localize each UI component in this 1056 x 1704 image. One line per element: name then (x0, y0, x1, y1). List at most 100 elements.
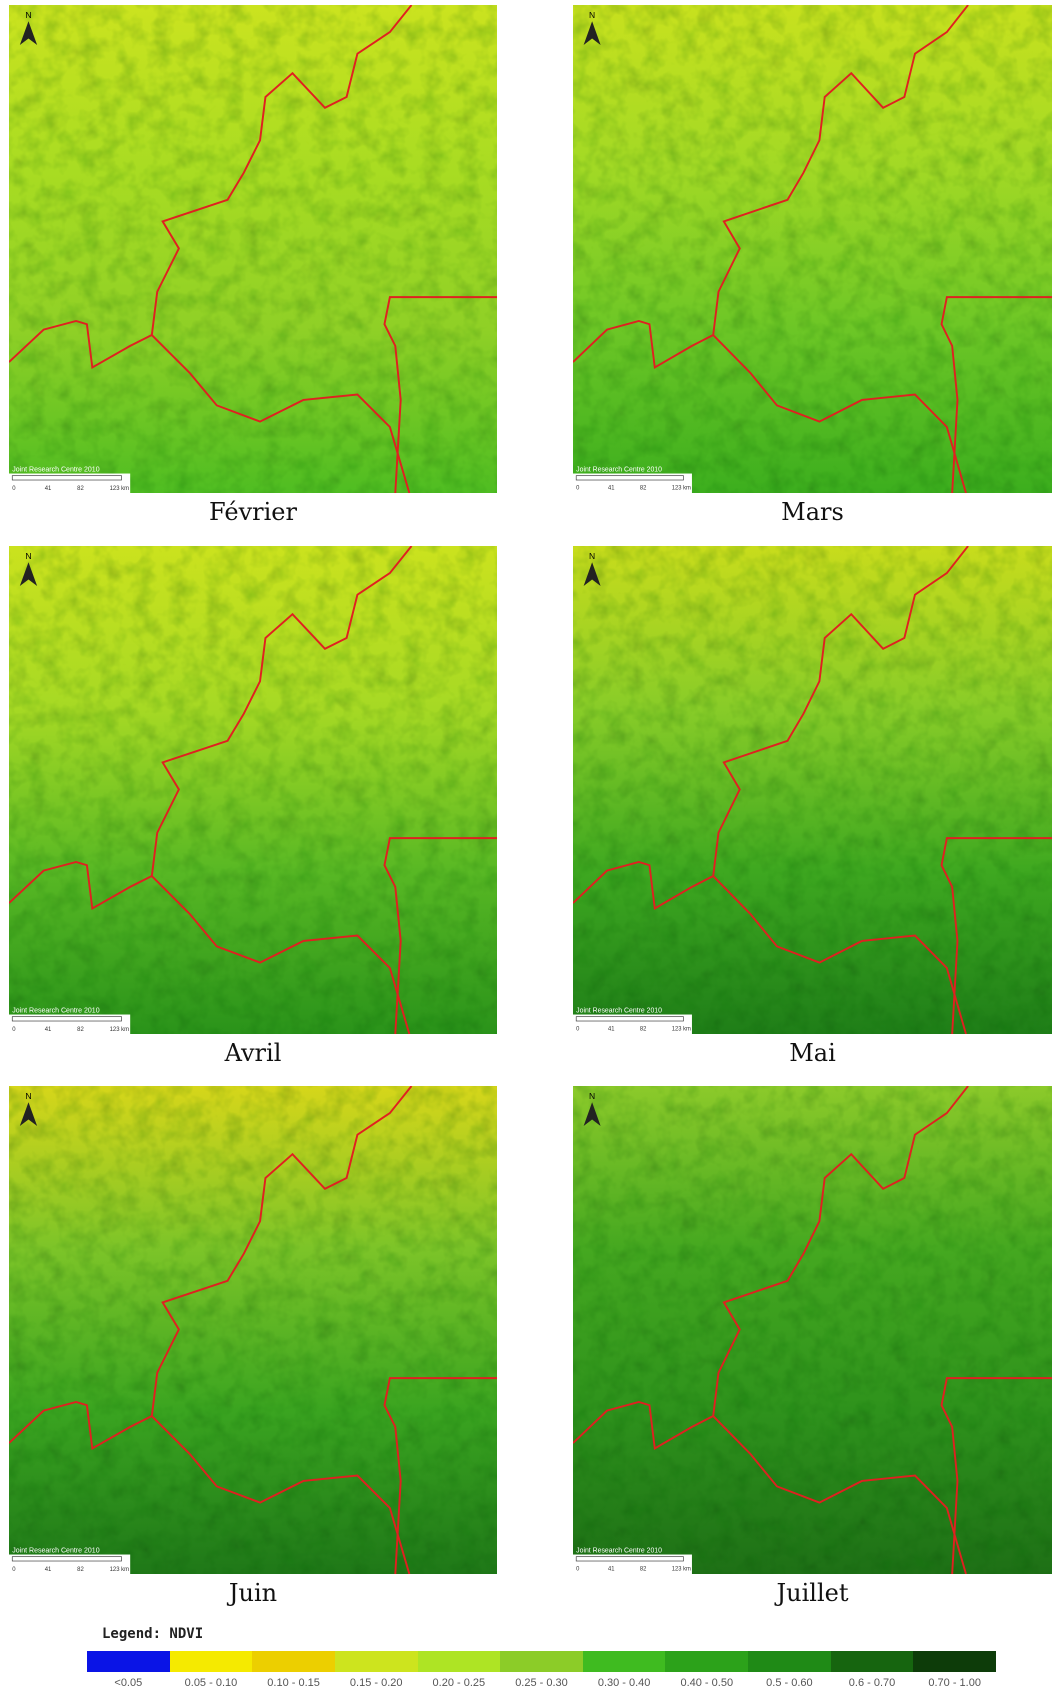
legend-label: 0.10 - 0.15 (267, 1677, 320, 1689)
scale-label: 82 (77, 1027, 84, 1033)
scale-label: 0 (12, 1027, 16, 1033)
north-arrow (583, 21, 601, 46)
country-border (940, 1377, 1052, 1574)
scale-bar (575, 1016, 684, 1022)
legend-label: 0.05 - 0.10 (184, 1677, 238, 1689)
map-panel: N Joint Research Centre 2010 0 41 82 123 km (9, 5, 497, 493)
country-border (151, 875, 411, 1034)
scale-label: 123 km (110, 1567, 130, 1573)
legend-swatch (582, 1651, 666, 1672)
north-label: N (589, 10, 595, 20)
panel-caption: Février (209, 498, 297, 526)
scale-label: 41 (608, 1567, 614, 1573)
attribution: Joint Research Centre 2010 (576, 1547, 662, 1554)
scale-label: 82 (77, 486, 84, 492)
legend-label: 0.6 - 0.70 (848, 1677, 896, 1689)
vegetation-texture (9, 5, 497, 493)
north-arrow (583, 1102, 601, 1127)
country-border (151, 334, 411, 493)
country-border (9, 546, 413, 911)
scale-label: 123 km (672, 1027, 691, 1033)
country-border (940, 296, 1052, 493)
country-border (383, 837, 497, 1034)
map-panel: N Joint Research Centre 2010 0 41 82 123 km (9, 1086, 497, 1574)
legend-label: <0.05 (114, 1677, 143, 1689)
country-border (9, 1086, 413, 1451)
map-panel: N Joint Research Centre 2010 0 41 82 123 km (573, 5, 1052, 493)
country-border (383, 296, 497, 493)
scale-label: 0 (12, 1567, 16, 1573)
scale-bar (11, 1556, 122, 1562)
scale-bar (575, 1556, 684, 1562)
scale-bar (11, 1016, 122, 1022)
legend-label: 0.5 - 0.60 (766, 1677, 813, 1689)
vegetation-texture (573, 5, 1052, 493)
north-label: N (25, 10, 31, 20)
country-border (712, 1415, 967, 1574)
country-border (712, 875, 967, 1034)
legend-label: 0.25 - 0.30 (515, 1677, 568, 1689)
scale-label: 82 (640, 1027, 646, 1033)
panel-caption: Mars (781, 498, 844, 526)
scale-label: 41 (608, 486, 614, 492)
map-panel: N Joint Research Centre 2010 0 41 82 123 km (9, 546, 497, 1034)
north-label: N (589, 551, 595, 561)
vegetation-texture (9, 1086, 497, 1574)
country-border (940, 837, 1052, 1034)
vegetation-texture (573, 546, 1052, 1034)
scale-label: 123 km (672, 1567, 691, 1573)
scale-label: 82 (640, 486, 646, 492)
north-arrow (19, 1102, 38, 1127)
legend-label: 0.20 - 0.25 (432, 1677, 486, 1689)
vegetation-texture (573, 1086, 1052, 1574)
panel-caption: Avril (224, 1039, 282, 1067)
scale-label: 123 km (110, 1027, 130, 1033)
country-border (9, 5, 413, 370)
legend-swatch (665, 1651, 749, 1672)
legend-label: 0.40 - 0.50 (680, 1677, 734, 1689)
scale-label: 0 (12, 486, 16, 492)
legend-swatch (913, 1651, 997, 1672)
north-label: N (589, 1091, 595, 1101)
scale-label: 41 (45, 486, 52, 492)
legend-label: 0.70 - 1.00 (928, 1677, 981, 1689)
country-border (151, 1415, 411, 1574)
panel-caption: Juillet (776, 1579, 849, 1607)
scale-label: 41 (608, 1027, 614, 1033)
country-border (573, 1086, 969, 1451)
attribution: Joint Research Centre 2010 (12, 1007, 99, 1014)
legend-label: 0.30 - 0.40 (597, 1677, 651, 1689)
scale-label: 82 (640, 1567, 646, 1573)
vegetation-texture (9, 546, 497, 1034)
map-panel: N Joint Research Centre 2010 0 41 82 123 km (573, 1086, 1052, 1574)
legend-swatch (334, 1651, 419, 1672)
country-border (712, 334, 967, 493)
scale-label: 0 (576, 486, 580, 492)
north-arrow (19, 21, 38, 46)
legend-title: Legend: NDVI (102, 1626, 204, 1642)
country-border (573, 5, 969, 370)
north-label: N (25, 1091, 31, 1101)
map-panel: N Joint Research Centre 2010 0 41 82 123 km (573, 546, 1052, 1034)
panel-caption: Juin (228, 1579, 278, 1607)
attribution: Joint Research Centre 2010 (12, 1547, 99, 1554)
scale-label: 123 km (110, 486, 130, 492)
north-arrow (19, 562, 38, 587)
panel-caption: Mai (789, 1039, 836, 1067)
scale-bar (575, 475, 684, 481)
legend-swatch (500, 1651, 584, 1672)
scale-label: 82 (77, 1567, 84, 1573)
scale-label: 0 (576, 1027, 580, 1033)
scale-label: 41 (45, 1567, 52, 1573)
legend-label: 0.15 - 0.20 (349, 1677, 403, 1689)
legend-swatch (417, 1651, 501, 1672)
north-label: N (25, 551, 31, 561)
scale-label: 123 km (672, 486, 691, 492)
attribution: Joint Research Centre 2010 (576, 466, 662, 473)
scale-label: 0 (576, 1567, 580, 1573)
legend-swatch (252, 1651, 336, 1672)
scale-bar (11, 475, 122, 481)
legend-swatch (169, 1651, 253, 1672)
north-arrow (583, 562, 601, 587)
